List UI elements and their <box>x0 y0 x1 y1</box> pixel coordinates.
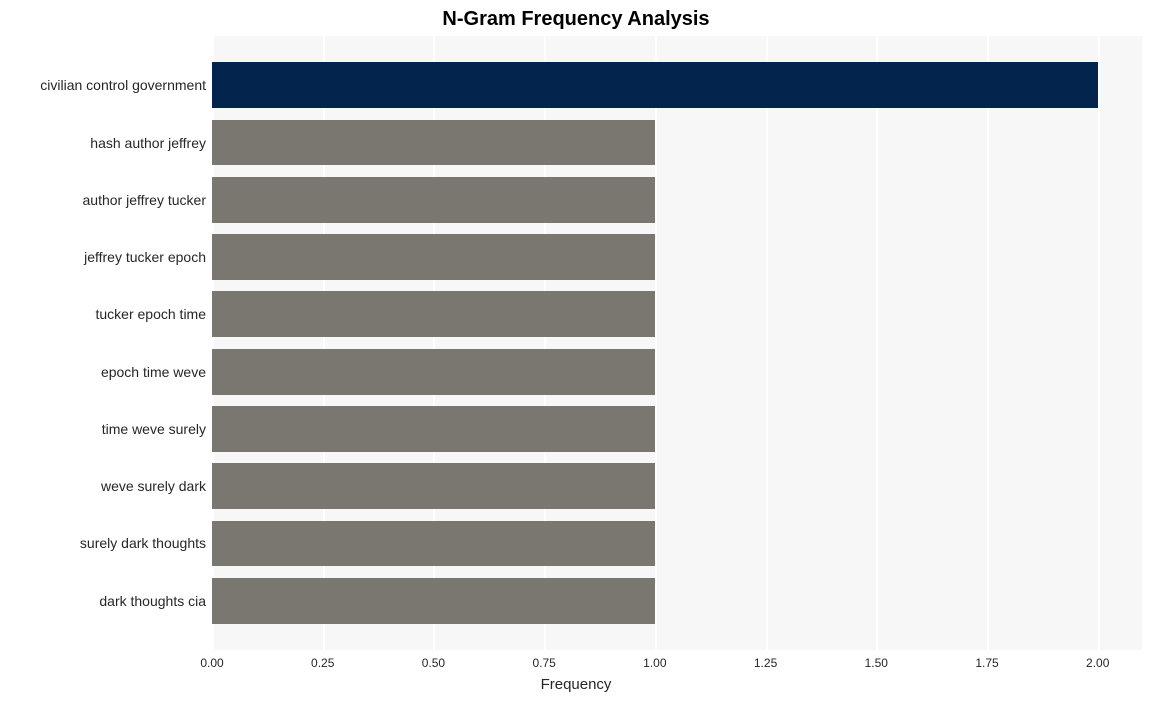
gridline <box>876 36 878 650</box>
y-tick-label: hash author jeffrey <box>90 135 206 151</box>
x-tick-label: 1.50 <box>865 656 888 670</box>
bar <box>212 349 655 395</box>
gridline <box>766 36 768 650</box>
gridline <box>655 36 657 650</box>
bar <box>212 578 655 624</box>
bar <box>212 62 1098 108</box>
x-tick-label: 0.50 <box>422 656 445 670</box>
bar <box>212 120 655 166</box>
bar <box>212 463 655 509</box>
y-tick-label: weve surely dark <box>101 478 206 494</box>
x-tick-label: 0.75 <box>532 656 555 670</box>
x-tick-label: 1.75 <box>975 656 998 670</box>
gridline <box>1098 36 1100 650</box>
x-tick-label: 1.00 <box>643 656 666 670</box>
ngram-frequency-chart: N-Gram Frequency Analysis Frequency 0.00… <box>0 0 1152 701</box>
bar <box>212 521 655 567</box>
y-tick-label: surely dark thoughts <box>80 535 206 551</box>
y-tick-label: dark thoughts cia <box>99 593 206 609</box>
y-tick-label: author jeffrey tucker <box>83 192 206 208</box>
x-tick-label: 2.00 <box>1086 656 1109 670</box>
x-axis-title: Frequency <box>0 676 1152 693</box>
y-tick-label: tucker epoch time <box>96 306 207 322</box>
y-tick-label: time weve surely <box>102 421 206 437</box>
x-tick-label: 1.25 <box>754 656 777 670</box>
y-tick-label: civilian control government <box>40 77 206 93</box>
x-tick-label: 0.25 <box>311 656 334 670</box>
bar <box>212 406 655 452</box>
bar <box>212 177 655 223</box>
x-tick-label: 0.00 <box>200 656 223 670</box>
gridline <box>987 36 989 650</box>
chart-title: N-Gram Frequency Analysis <box>0 8 1152 31</box>
y-tick-label: jeffrey tucker epoch <box>84 249 206 265</box>
bar <box>212 234 655 280</box>
plot-area <box>212 36 1142 650</box>
y-tick-label: epoch time weve <box>101 364 206 380</box>
bar <box>212 291 655 337</box>
